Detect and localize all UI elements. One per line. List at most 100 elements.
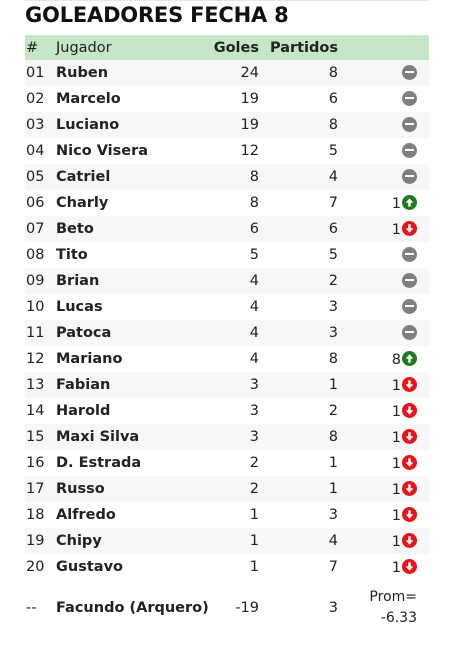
row-trend: 1 [338, 424, 429, 450]
row-goals: 3 [249, 403, 259, 419]
row-goals: 6 [249, 221, 259, 237]
row-matches: 3 [328, 600, 338, 616]
row-goals: 12 [240, 143, 259, 159]
row-num: 13 [26, 377, 45, 393]
row-num: 09 [26, 273, 45, 289]
arrow-down-circle-icon [402, 480, 417, 496]
row-trend: 1 [338, 476, 429, 502]
row-goals: 19 [240, 91, 259, 107]
row-goals: -19 [235, 600, 259, 616]
row-goals: 3 [249, 377, 259, 393]
row-trend [338, 60, 429, 86]
row-num: 07 [26, 221, 45, 237]
row-trend: 8 [338, 346, 429, 372]
row-trend-value: 1 [391, 403, 401, 420]
row-num: 03 [26, 117, 45, 133]
table-body: 01 Ruben 24 8 02 Marcelo 19 6 03 Luciano 19 8 04 Nico… [25, 60, 429, 636]
row-matches: 7 [328, 559, 338, 575]
row-player-name: Chipy [56, 533, 102, 549]
row-num: -- [26, 600, 37, 616]
row-goals: 2 [249, 481, 259, 497]
minus-circle-icon [402, 64, 417, 80]
row-player-name: Russo [56, 481, 105, 497]
row-matches: 1 [328, 481, 338, 497]
row-goals: 1 [249, 559, 259, 575]
row-trend-value: 1 [391, 429, 401, 446]
average-value: -6.33 [380, 610, 417, 626]
row-num: 17 [26, 481, 45, 497]
row-num: 06 [26, 195, 45, 211]
row-trend-value: 1 [391, 455, 401, 472]
row-trend: 1 [338, 190, 429, 216]
minus-circle-icon [402, 298, 417, 314]
table-row: 05 Catriel 8 4 [25, 164, 429, 190]
row-matches: 1 [328, 455, 338, 471]
row-player-name: Alfredo [56, 507, 116, 523]
row-goals: 24 [240, 65, 259, 81]
row-trend [338, 294, 429, 320]
row-matches: 5 [328, 143, 338, 159]
row-num: 14 [26, 403, 45, 419]
page-title: GOLEADORES FECHA 8 [25, 3, 289, 27]
table-row: 13 Fabian 3 1 1 [25, 372, 429, 398]
row-trend: 1 [338, 216, 429, 242]
row-player-name: Gustavo [56, 559, 123, 575]
column-header-matches: Partidos [269, 39, 338, 56]
table-row: 17 Russo 2 1 1 [25, 476, 429, 502]
row-player-name: Tito [56, 247, 88, 263]
row-goals: 4 [249, 273, 259, 289]
row-trend-value: 1 [391, 221, 401, 238]
minus-circle-icon [402, 324, 417, 340]
row-num: 04 [26, 143, 45, 159]
row-goals: 1 [249, 533, 259, 549]
row-player-name: Maxi Silva [56, 429, 140, 445]
table-row: 12 Mariano 4 8 8 [25, 346, 429, 372]
row-matches: 3 [328, 507, 338, 523]
table-row: 15 Maxi Silva 3 8 1 [25, 424, 429, 450]
row-goals: 8 [249, 195, 259, 211]
row-trend: 1 [338, 502, 429, 528]
row-trend-value: 1 [391, 559, 401, 576]
row-num: 18 [26, 507, 45, 523]
row-matches: 8 [328, 65, 338, 81]
arrow-down-circle-icon [402, 428, 417, 444]
row-matches: 4 [328, 533, 338, 549]
row-trend-value: 1 [391, 481, 401, 498]
row-goals: 8 [249, 169, 259, 185]
goalkeeper-average: Prom= -6.33 [338, 580, 429, 636]
row-num: 02 [26, 91, 45, 107]
table-row: 20 Gustavo 1 7 1 [25, 554, 429, 580]
goalkeeper-row: -- Facundo (Arquero) -19 3 Prom= -6.33 [25, 580, 429, 636]
row-trend-value: 1 [391, 195, 401, 212]
row-matches: 6 [328, 91, 338, 107]
row-num: 11 [26, 325, 45, 341]
table-row: 06 Charly 8 7 1 [25, 190, 429, 216]
row-goals: 4 [249, 299, 259, 315]
row-trend [338, 320, 429, 346]
table-row: 07 Beto 6 6 1 [25, 216, 429, 242]
row-player-name: Nico Visera [56, 143, 149, 159]
row-trend-value: 1 [391, 533, 401, 550]
scorers-table: # Jugador Goles Partidos 01 Ruben 24 8 02 Mar… [25, 35, 429, 636]
row-goals: 2 [249, 455, 259, 471]
row-matches: 7 [328, 195, 338, 211]
minus-circle-icon [402, 90, 417, 106]
arrow-down-circle-icon [402, 376, 417, 392]
table-header-row: # Jugador Goles Partidos [25, 35, 429, 60]
table-row: 04 Nico Visera 12 5 [25, 138, 429, 164]
row-num: 10 [26, 299, 45, 315]
row-goals: 5 [249, 247, 259, 263]
table-row: 09 Brian 4 2 [25, 268, 429, 294]
row-matches: 4 [328, 169, 338, 185]
row-goals: 4 [249, 325, 259, 341]
row-goals: 19 [240, 117, 259, 133]
row-player-name: Facundo (Arquero) [56, 600, 209, 616]
row-player-name: Catriel [56, 169, 111, 185]
row-player-name: Patoca [56, 325, 112, 341]
minus-circle-icon [402, 116, 417, 132]
column-header-goals: Goles [213, 39, 259, 56]
arrow-down-circle-icon [402, 454, 417, 470]
row-trend [338, 112, 429, 138]
row-trend: 1 [338, 398, 429, 424]
row-trend: 1 [338, 450, 429, 476]
